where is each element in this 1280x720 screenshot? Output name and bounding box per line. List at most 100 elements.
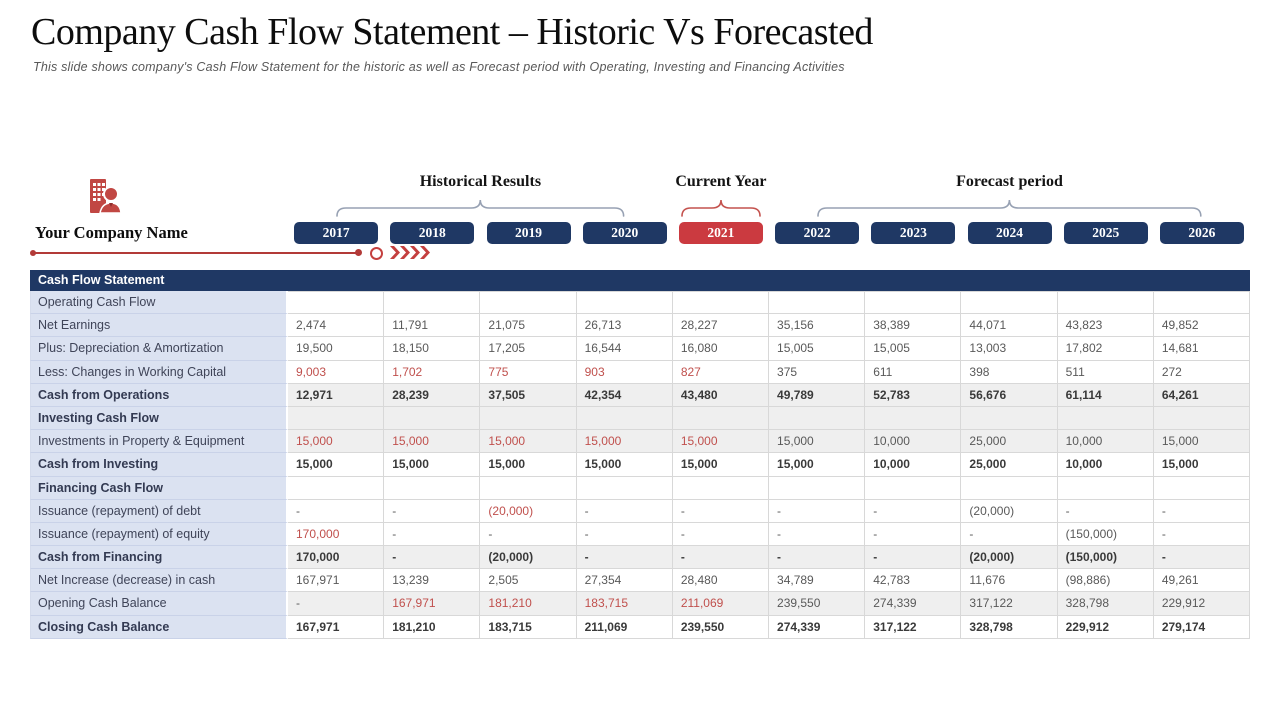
table-cell-2019: 181,210 [480,592,577,616]
table-cell-2018: 11,791 [384,314,481,338]
table-cell-2020: 26,713 [576,314,673,338]
table-cell-2019: 21,075 [480,314,577,338]
company-building-icon [84,176,122,223]
table-cell-2024 [961,476,1058,500]
table-cell-2021: 28,480 [672,569,770,593]
table-cell-2018: - [384,499,481,523]
table-cell-2018: - [384,546,481,570]
table-cell-2025: (150,000) [1057,546,1154,570]
table-cell-2020: 15,000 [576,430,673,454]
table-cell-2022: - [769,499,866,523]
group-label-historical-results: Historical Results [419,173,542,190]
table-cell-2024: 25,000 [961,453,1058,477]
table-cell-2021: - [672,499,770,523]
table-row-plus-depreciation-amortization: Plus: Depreciation & Amortization 19,500 1… [30,337,1251,361]
year-chip-2017: 2017 [294,222,379,244]
table-cell-2025 [1057,406,1154,431]
page-subtitle: This slide shows company's Cash Flow Sta… [33,60,845,74]
year-chip-2018: 2018 [390,222,475,244]
table-cell-2021 [672,291,770,315]
row-label: Plus: Depreciation & Amortization [30,337,288,361]
table-cell-2024: 317,122 [961,592,1058,616]
row-label: Net Earnings [30,314,288,338]
table-cell-2021: 15,000 [672,430,770,454]
brace-historical-results [336,199,625,217]
row-label: Financing Cash Flow [30,476,288,500]
row-label: Net Increase (decrease) in cash [30,569,288,593]
row-label: Investing Cash Flow [30,406,288,431]
row-label: Cash from Financing [30,546,288,570]
table-cell-2025: (150,000) [1057,522,1154,547]
timeline-start-dot [30,250,36,256]
table-cell-2018: 15,000 [384,430,481,454]
table-cell-2023 [865,291,962,315]
table-cell-2020: 27,354 [576,569,673,593]
table-cell-2025: 61,114 [1057,383,1154,407]
table-cell-2017: 2,474 [288,314,385,338]
table-cell-2026 [1153,406,1251,431]
year-chip-2021: 2021 [678,222,763,244]
table-cell-2020 [576,406,673,431]
table-cell-2025: 328,798 [1057,592,1154,616]
table-cell-2017: - [288,499,385,523]
table-row-cash-from-financing: Cash from Financing 170,000- (20,000) - - - -(… [30,546,1251,570]
year-cell: 2018 [384,222,480,244]
table-cell-2026: - [1153,522,1251,547]
table-cell-2024 [961,406,1058,431]
table-cell-2026: 15,000 [1153,453,1251,477]
table-cell-2026: 272 [1153,360,1251,384]
table-cell-2023: 317,122 [865,615,962,639]
table-cell-2024: 25,000 [961,430,1058,454]
table-cell-2026: 49,261 [1153,569,1251,593]
table-cell-2018: - [384,522,481,547]
table-cell-2024: 328,798 [961,615,1058,639]
table-row-investments-in-property-equipment: Investments in Property & Equipment 15,00… [30,430,1251,454]
table-cell-2018: 15,000 [384,453,481,477]
company-name: Your Company Name [35,223,188,242]
row-label: Less: Changes in Working Capital [30,360,288,384]
chevrons-right-icon [390,246,430,264]
table-cell-2017: 170,000 [288,546,385,570]
table-cell-2024: (20,000) [961,546,1058,570]
year-cell: 2024 [961,222,1057,244]
table-cell-2023: 15,005 [865,337,962,361]
table-cell-2021: 211,069 [672,592,770,616]
year-cell: 2021 [673,222,769,244]
table-cell-2021: 28,227 [672,314,770,338]
table-cell-2019 [480,476,577,500]
table-cell-2019: 15,000 [480,430,577,454]
table-cell-2023: 38,389 [865,314,962,338]
table-row-less-changes-in-working-capital: Less: Changes in Working Capital 9,003 1,7… [30,360,1251,384]
year-cell: 2022 [769,222,865,244]
year-chip-row: 2017 2018 2019 2020 2021 2022 2023 2024 2025 2026 [288,222,1250,244]
table-cell-2019: 15,000 [480,453,577,477]
table-cell-2021: 16,080 [672,337,770,361]
table-cell-2017: 15,000 [288,453,385,477]
table-cell-2017 [288,476,385,500]
table-cell-2025: 43,823 [1057,314,1154,338]
table-cell-2022: 274,339 [769,615,866,639]
table-cell-2023: - [865,522,962,547]
table-cell-2021: 43,480 [672,383,770,407]
table-cell-2020: - [576,522,673,547]
table-cell-2022: 35,156 [769,314,866,338]
table-cell-2022: - [769,522,866,547]
table-row-cash-from-investing: Cash from Investing 15,000 15,000 15,000 15,… [30,453,1251,477]
table-cell-2019: 17,205 [480,337,577,361]
row-label: Closing Cash Balance [30,615,288,639]
year-cell: 2023 [865,222,961,244]
table-row-opening-cash-balance: Opening Cash Balance -167,971 181,210 183,7… [30,592,1251,616]
table-cell-2021 [672,476,770,500]
table-cell-2025: 511 [1057,360,1154,384]
table-cell-2023: - [865,499,962,523]
table-row-operating-cash-flow: Operating Cash Flow [30,291,1251,315]
page-title: Company Cash Flow Statement – Historic V… [31,11,873,53]
table-cell-2025: 17,802 [1057,337,1154,361]
table-cell-2019: 183,715 [480,615,577,639]
table-cell-2026: 15,000 [1153,430,1251,454]
table-cell-2020: 15,000 [576,453,673,477]
table-row-closing-cash-balance: Closing Cash Balance 167,971 181,210 183,71… [30,615,1251,639]
table-row-financing-cash-flow: Financing Cash Flow [30,476,1251,500]
table-row-cash-from-operations: Cash from Operations 12,971 28,239 37,505 42… [30,383,1251,407]
